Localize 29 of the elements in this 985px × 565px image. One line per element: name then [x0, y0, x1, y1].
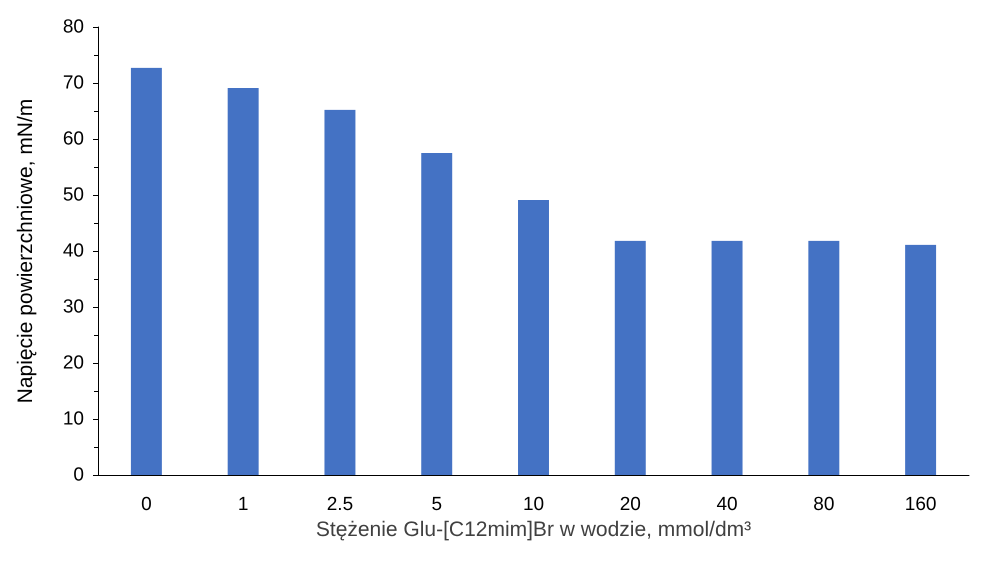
x-tick-label: 0: [141, 494, 152, 515]
x-tick-label: 2.5: [326, 494, 354, 515]
x-tick-label: 1: [238, 494, 248, 515]
bar: [905, 244, 936, 475]
x-tick-label: 80: [813, 494, 834, 515]
bar: [808, 240, 840, 475]
x-axis-title: Stężenie Glu-[C12mim]Br w wodzie, mmol/dm³: [316, 518, 752, 541]
bar: [421, 153, 452, 475]
x-tick-label: 160: [904, 494, 936, 515]
y-tick-label: 20: [62, 352, 84, 374]
bar: [324, 110, 356, 475]
bar: [614, 240, 646, 475]
x-tick-label: 5: [431, 494, 442, 515]
y-axis-title: Napięcie powierzchniowe, mN/m: [14, 98, 37, 404]
y-tick-label: 10: [62, 408, 84, 430]
y-tick-label: 70: [62, 72, 84, 94]
bar: [712, 240, 743, 475]
bar: [228, 88, 259, 475]
x-tick-label: 20: [620, 494, 641, 515]
y-tick-label: 40: [62, 240, 84, 262]
y-tick-label: 30: [62, 296, 84, 318]
bar: [130, 68, 162, 475]
y-tick-label: 80: [62, 16, 84, 38]
y-tick-label: 50: [62, 184, 84, 206]
y-tick-label: 0: [73, 464, 84, 486]
bar: [518, 200, 549, 475]
x-tick-label: 40: [716, 494, 738, 515]
x-tick-label: 10: [522, 494, 544, 515]
y-tick-label: 60: [62, 128, 84, 150]
